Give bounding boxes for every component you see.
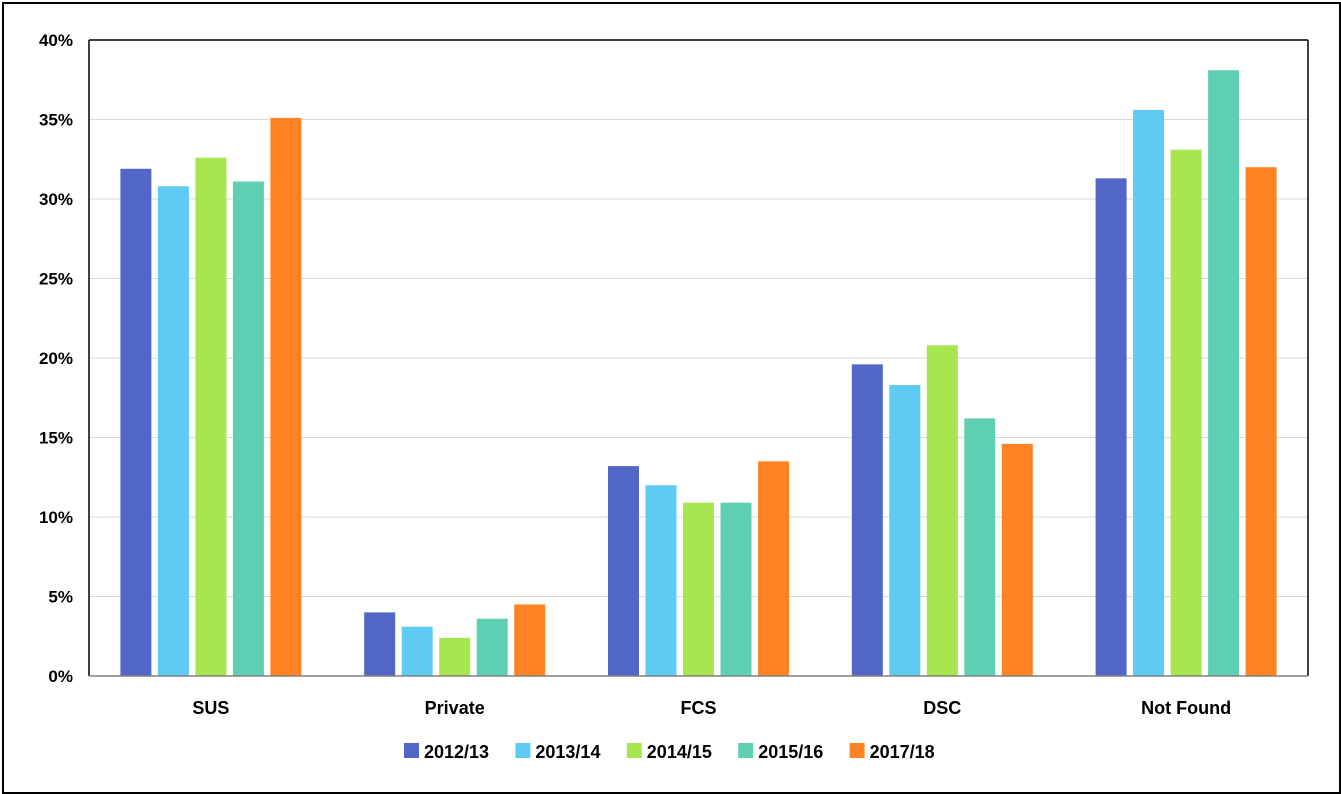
- y-tick-label: 35%: [39, 111, 73, 130]
- y-tick-label: 5%: [48, 588, 73, 607]
- bar-2015-16-private: [476, 618, 508, 676]
- legend-swatch-2015-16: [738, 743, 754, 758]
- legend-swatch-2014-15: [626, 743, 642, 758]
- y-tick-label: 25%: [39, 270, 73, 289]
- bar-2012-13-dsc: [851, 364, 883, 676]
- bar-2017-18-dsc: [1001, 443, 1033, 676]
- legend-label: 2017/18: [870, 742, 935, 762]
- bar-2014-15-not-found: [1170, 149, 1202, 676]
- legend-label: 2015/16: [758, 742, 823, 762]
- legend-swatch-2017-18: [849, 743, 865, 758]
- x-category-label: DSC: [923, 698, 961, 718]
- bar-2014-15-private: [439, 637, 471, 676]
- x-category-label: Not Found: [1141, 698, 1231, 718]
- y-tick-label: 0%: [48, 667, 73, 686]
- bar-2015-16-fcs: [720, 502, 752, 676]
- bar-2013-14-private: [401, 626, 433, 676]
- legend-label: 2013/14: [535, 742, 600, 762]
- y-tick-label: 10%: [39, 508, 73, 527]
- bar-chart: 0% 5% 10% 15% 20% 25% 30% 35% 40% SUS Private FCS DS…: [39, 31, 1309, 762]
- y-tick-label: 20%: [39, 349, 73, 368]
- bar-2012-13-sus: [120, 168, 152, 677]
- x-category-label: Private: [425, 698, 485, 718]
- x-category-label: SUS: [192, 698, 229, 718]
- bar-2012-13-not-found: [1095, 178, 1127, 676]
- bar-2017-18-sus: [270, 117, 302, 676]
- bar-2012-13-private: [364, 612, 396, 676]
- bar-2017-18-fcs: [758, 461, 789, 676]
- bar-2015-16-not-found: [1208, 70, 1240, 676]
- bar-2014-15-dsc: [926, 345, 958, 676]
- legend-label: 2014/15: [647, 742, 712, 762]
- y-tick-label: 40%: [39, 31, 73, 50]
- legend-label: 2012/13: [424, 742, 489, 762]
- bar-2013-14-not-found: [1133, 109, 1165, 676]
- legend-swatch-2012-13: [404, 743, 419, 758]
- x-category-label: FCS: [681, 698, 717, 718]
- bar-2014-15-fcs: [683, 502, 714, 676]
- bar-2013-14-fcs: [645, 485, 677, 676]
- bar-2015-16-dsc: [964, 418, 996, 676]
- bar-2017-18-not-found: [1245, 167, 1277, 676]
- bar-2013-14-dsc: [889, 385, 921, 676]
- legend-swatch-2013-14: [515, 743, 531, 758]
- bar-2013-14-sus: [157, 186, 189, 676]
- y-tick-label: 15%: [39, 429, 73, 448]
- bar-2012-13-fcs: [608, 466, 639, 676]
- y-tick-label: 30%: [39, 190, 73, 209]
- bar-2014-15-sus: [195, 157, 227, 676]
- bar-2017-18-private: [514, 604, 546, 676]
- bar-2015-16-sus: [232, 181, 264, 676]
